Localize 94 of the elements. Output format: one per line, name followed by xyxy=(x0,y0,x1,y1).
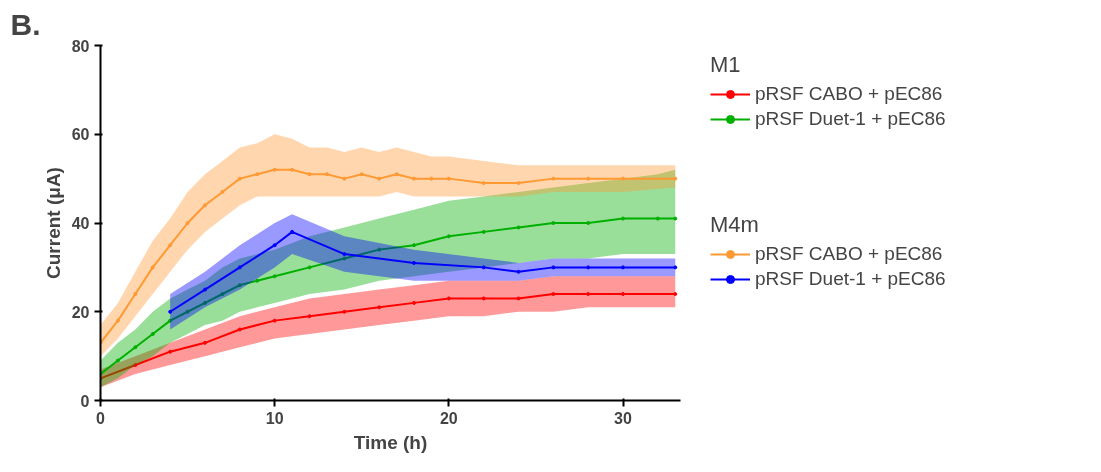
point xyxy=(168,349,173,354)
point xyxy=(377,176,382,181)
point xyxy=(133,292,138,296)
point xyxy=(412,300,417,305)
legend-label: pRSF CABO + pEC86 xyxy=(755,243,943,265)
x-tick-label: 0 xyxy=(96,409,106,427)
point xyxy=(516,181,521,186)
point xyxy=(237,176,242,181)
point xyxy=(377,305,382,310)
point xyxy=(133,363,138,367)
point xyxy=(655,216,660,221)
point xyxy=(586,292,591,296)
point xyxy=(324,172,329,177)
point xyxy=(481,229,486,234)
point xyxy=(342,252,347,257)
point xyxy=(115,358,120,363)
point xyxy=(307,314,312,319)
point xyxy=(342,309,347,314)
y-tick-label: 60 xyxy=(71,126,90,144)
x-tick-label: 20 xyxy=(439,409,458,427)
text: M4m xyxy=(710,212,760,238)
point xyxy=(272,243,277,248)
point xyxy=(673,176,678,181)
point xyxy=(168,243,173,248)
y-axis-title: Current (μA) xyxy=(42,167,64,279)
point xyxy=(621,292,626,296)
point xyxy=(551,265,556,270)
legend-label: pRSF Duet-1 + pEC86 xyxy=(755,108,946,130)
point xyxy=(621,216,626,221)
point xyxy=(481,265,486,270)
point xyxy=(621,265,626,270)
text: B. xyxy=(10,7,41,41)
point xyxy=(185,221,190,225)
legend-label: pRSF Duet-1 + pEC86 xyxy=(755,268,946,290)
point xyxy=(446,176,451,181)
point xyxy=(516,269,521,274)
point xyxy=(272,274,277,279)
point xyxy=(673,292,678,296)
point xyxy=(307,172,312,177)
x-tick-label: 30 xyxy=(614,409,633,427)
point xyxy=(481,181,486,186)
point xyxy=(586,221,591,225)
point xyxy=(673,216,678,221)
point xyxy=(237,265,242,270)
x-axis-title: Time (h) xyxy=(353,431,428,453)
y-tick-label: 0 xyxy=(80,392,90,410)
point xyxy=(115,318,120,323)
legend-label: pRSF CABO + pEC86 xyxy=(755,83,943,105)
x-tick-label: 10 xyxy=(265,409,284,427)
point xyxy=(237,327,242,332)
point xyxy=(272,167,277,172)
point xyxy=(673,265,678,270)
point xyxy=(412,260,417,265)
point xyxy=(203,287,207,292)
y-tick-label: 40 xyxy=(71,215,90,232)
point xyxy=(342,256,347,261)
point xyxy=(290,167,295,172)
y-tick-label: 80 xyxy=(71,37,90,55)
point xyxy=(551,221,556,225)
point xyxy=(272,318,277,323)
point xyxy=(394,172,399,177)
point xyxy=(621,176,626,181)
point xyxy=(307,265,312,270)
point xyxy=(255,278,260,283)
point xyxy=(203,340,207,345)
point xyxy=(168,309,173,314)
point xyxy=(586,265,591,270)
point xyxy=(586,176,591,181)
point xyxy=(412,243,417,248)
point xyxy=(203,203,207,208)
point xyxy=(429,176,434,181)
point xyxy=(150,265,155,270)
point xyxy=(342,176,347,181)
point xyxy=(446,296,451,301)
point xyxy=(220,292,225,296)
point xyxy=(516,296,521,301)
point xyxy=(150,331,155,336)
text: M1 xyxy=(710,52,742,78)
point xyxy=(237,283,242,288)
point xyxy=(516,225,521,230)
point xyxy=(168,318,173,323)
point xyxy=(377,247,382,252)
point xyxy=(551,176,556,181)
point xyxy=(255,172,260,177)
point xyxy=(185,309,190,314)
point xyxy=(446,234,451,239)
point xyxy=(412,176,417,181)
point xyxy=(551,292,556,296)
point xyxy=(220,189,225,194)
point xyxy=(359,172,364,177)
point xyxy=(481,296,486,301)
y-tick-label: 20 xyxy=(71,303,90,321)
point xyxy=(133,345,138,350)
point xyxy=(203,300,207,305)
